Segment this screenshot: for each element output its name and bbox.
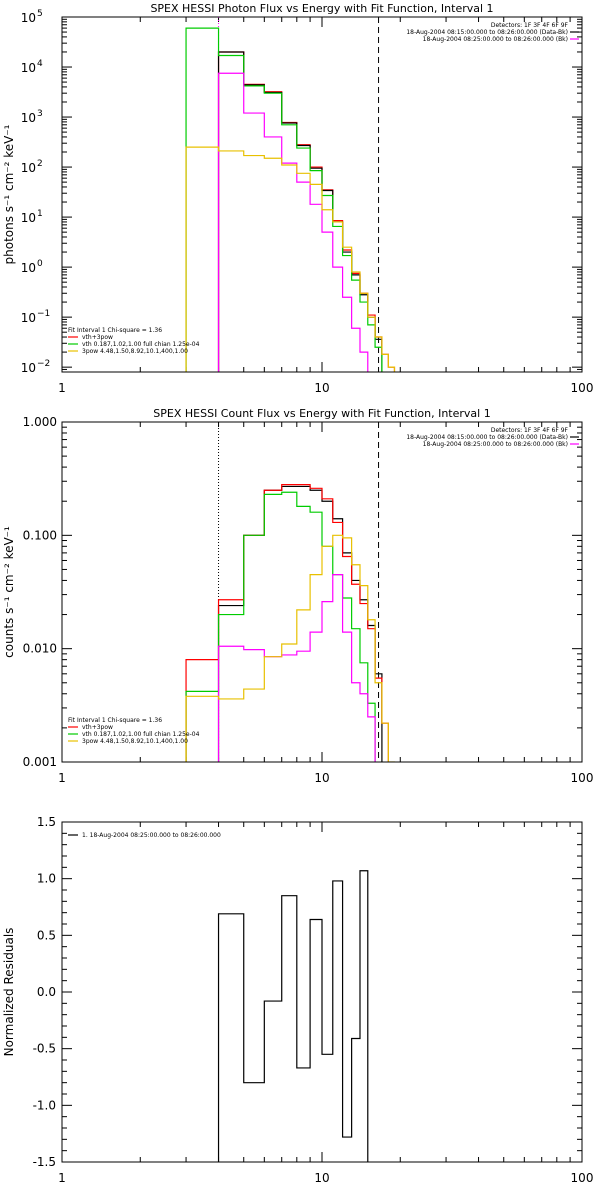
x-axis: 1 10 100 <box>58 822 593 1185</box>
y-tick-label: 10 <box>21 161 36 175</box>
y-axis-label: photons s⁻¹ cm⁻² keV⁻¹ <box>2 124 16 264</box>
series-line <box>217 72 369 372</box>
x-axis: 1 10 100 <box>58 422 593 785</box>
legend-right-text: 18-Aug-2004 08:15:00.000 to 08:26:00.000… <box>406 29 568 36</box>
x-tick-label: 10 <box>314 771 329 785</box>
panel-3: Normalized Residuals 1 10 100 1.5 1.0 0.5 0.0 -0… <box>2 815 593 1185</box>
y-tick-exponent: 4 <box>37 59 43 69</box>
x-axis: 1 10 100 <box>58 17 593 395</box>
legend-left: Fit Interval 1 Chi-square = 1.36vth+3pow… <box>68 717 200 745</box>
x-tick-label: 100 <box>571 771 594 785</box>
chart-title: SPEX HESSI Photon Flux vs Energy with Fi… <box>150 2 493 15</box>
chart-title: SPEX HESSI Count Flux vs Energy with Fit… <box>153 407 490 420</box>
y-tick-exponent: −2 <box>37 359 50 369</box>
y-axis: 1.000 0.100 0.010 0.001 <box>23 415 582 769</box>
series-line <box>217 51 383 372</box>
legend-right-text: 18-Aug-2004 08:25:00.000 to 08:26:00.000… <box>423 441 568 448</box>
legend-right-text: Detectors: 1F 3F 4F 6F 9F <box>491 22 569 29</box>
series-vth <box>185 27 383 372</box>
y-tick-label: 1.5 <box>37 815 56 829</box>
y-tick-label: 10 <box>21 361 36 375</box>
legend-text: 1. 18-Aug-2004 08:25:00.000 to 08:26:00.… <box>82 832 221 839</box>
legend-right-text: Detectors: 1F 3F 4F 6F 9F <box>491 427 569 434</box>
plot-area <box>185 27 396 372</box>
y-tick-label: 0.0 <box>37 985 56 999</box>
plot-frame <box>61 421 583 763</box>
y-tick-label: 0.010 <box>23 642 57 656</box>
series-line <box>217 485 383 762</box>
panel-2: SPEX HESSI Count Flux vs Energy with Fit… <box>2 407 593 785</box>
series-vth+3pow <box>185 484 389 762</box>
y-tick-exponent: −1 <box>37 309 50 319</box>
series-line <box>185 146 396 372</box>
series-vth <box>185 491 376 762</box>
y-tick-exponent: 2 <box>37 159 43 169</box>
y-axis-label: Normalized Residuals <box>2 928 16 1057</box>
plot-frame <box>61 821 583 1163</box>
y-axis-label: counts s⁻¹ cm⁻² keV⁻¹ <box>2 526 16 658</box>
x-tick-label: 10 <box>314 1171 329 1185</box>
y-tick-label: -1.0 <box>33 1098 56 1112</box>
y-tick-label: 10 <box>21 311 36 325</box>
series-1. <box>217 870 369 1162</box>
legend-right-text: 18-Aug-2004 08:25:00.000 to 08:26:00.000… <box>423 36 568 43</box>
y-tick-label: 10 <box>21 261 36 275</box>
series-line <box>185 491 376 762</box>
y-tick-label: 0.5 <box>37 928 56 942</box>
y-tick-label: 1.000 <box>23 415 57 429</box>
y-tick-label: 10 <box>21 111 36 125</box>
legend-header: Fit Interval 1 Chi-square = 1.36 <box>68 327 162 334</box>
y-tick-label: 0.001 <box>23 755 57 769</box>
x-tick-label: 100 <box>571 1171 594 1185</box>
series-line <box>217 51 396 372</box>
y-tick-label: -0.5 <box>33 1042 56 1056</box>
y-tick-exponent: 1 <box>37 209 43 219</box>
panel-1: SPEX HESSI Photon Flux vs Energy with Fi… <box>2 2 593 395</box>
legend-text: vth 0.187,1.02,1.00 full chian 1.25e-04 <box>82 731 200 738</box>
series-3pow <box>185 534 396 762</box>
plot-area <box>185 484 396 762</box>
series-trace-1 <box>217 51 383 372</box>
x-tick-label: 1 <box>58 1171 66 1185</box>
x-tick-label: 10 <box>314 381 329 395</box>
legend-right-text: 18-Aug-2004 08:15:00.000 to 08:26:00.000… <box>406 434 568 441</box>
legend-left: 1. 18-Aug-2004 08:25:00.000 to 08:26:00.… <box>68 832 221 839</box>
y-tick-label: -1.5 <box>33 1155 56 1169</box>
legend-text: 3pow 4.48,1.50,8.92,10.1,400,1.00 <box>82 348 188 355</box>
series-line <box>185 27 383 372</box>
series-line <box>217 574 376 762</box>
y-tick-label: 10 <box>21 61 36 75</box>
series-line <box>185 484 389 762</box>
legend-text: vth+3pow <box>82 724 113 731</box>
series-line <box>185 534 396 762</box>
y-tick-exponent: 3 <box>37 109 43 119</box>
legend-left: Fit Interval 1 Chi-square = 1.36vth+3pow… <box>68 327 200 355</box>
plot-frame <box>61 16 583 373</box>
x-tick-label: 1 <box>58 381 66 395</box>
y-axis: 1.5 1.0 0.5 0.0 -0.5 -1.0 -1.5 <box>33 815 582 1169</box>
series-trace-3 <box>217 574 376 762</box>
legend-text: vth 0.187,1.02,1.00 full chian 1.25e-04 <box>82 341 200 348</box>
series-3pow <box>185 146 396 372</box>
y-tick-label: 10 <box>21 11 36 25</box>
legend-text: 3pow 4.48,1.50,8.92,10.1,400,1.00 <box>82 738 188 745</box>
series-trace-0 <box>217 485 383 762</box>
x-tick-label: 1 <box>58 771 66 785</box>
y-tick-label: 0.100 <box>23 528 57 542</box>
series-vth+3pow <box>217 51 396 372</box>
plot-area <box>217 870 369 1162</box>
series-trace-3 <box>217 72 369 372</box>
legend-text: vth+3pow <box>82 334 113 341</box>
y-tick-label: 1.0 <box>37 872 56 886</box>
legend-header: Fit Interval 1 Chi-square = 1.36 <box>68 717 162 724</box>
x-tick-label: 100 <box>571 381 594 395</box>
y-tick-label: 10 <box>21 211 36 225</box>
y-tick-exponent: 0 <box>37 259 43 269</box>
y-tick-exponent: 5 <box>37 9 43 19</box>
series-line <box>217 870 369 1162</box>
